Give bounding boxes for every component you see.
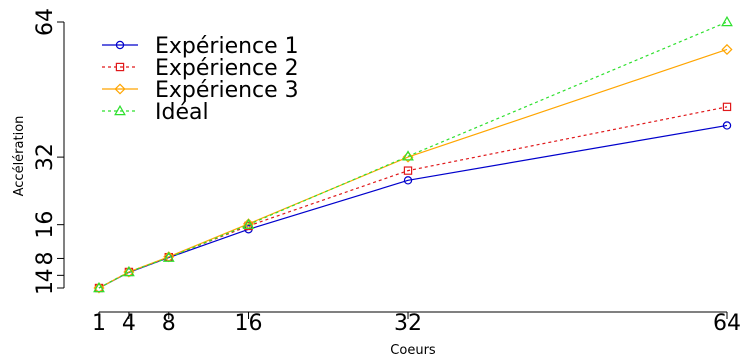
data-point-series-4 [402,150,414,161]
x-axis-ticks: 1 4 8 16 32 64 [92,311,741,336]
x-tick-label: 16 [235,311,263,336]
y-tick-label: 4 [33,268,58,282]
y-tick-label: 1 [33,281,58,295]
x-tick-label: 64 [713,311,741,336]
y-tick-label: 16 [33,211,58,239]
series-line-1 [98,124,728,289]
y-axis-title: Accélération [12,116,27,197]
data-point-series-3 [402,151,414,163]
data-point-series-3 [721,43,733,55]
y-tick-label: 8 [33,251,58,265]
data-point-series-1 [403,176,413,185]
x-tick-label: 4 [122,311,136,336]
data-point-series-2 [722,102,732,112]
data-point-series-2 [403,166,413,175]
axes [63,22,727,313]
legend-label-3: Expérience 3 [155,78,299,103]
x-tick-label: 1 [92,311,106,336]
data-point-series-1 [722,121,732,130]
legend-label-2: Expérience 2 [155,56,299,81]
x-tick-label: 8 [162,311,176,336]
x-axis-title: Coeurs [390,343,436,358]
data-point-series-4 [721,15,733,27]
data-point-series-3 [93,282,105,294]
series-markers [93,15,733,294]
y-tick-label: 32 [33,143,58,171]
y-axis-ticks: 14 8 16 32 64 [33,8,64,295]
legend-marker-2 [115,62,125,72]
data-point-series-3 [123,266,135,278]
legend-marker-3 [114,83,126,95]
x-tick-label: 32 [394,311,422,336]
legend-marker-1 [115,40,125,50]
series-line-2 [98,106,728,289]
legend-label-4: Idéal [155,100,209,125]
data-point-series-4 [162,251,175,262]
legend-label-1: Expérience 1 [155,34,299,59]
data-point-series-4 [123,265,135,277]
y-tick-label: 64 [33,8,58,36]
legend-marker-4 [114,104,126,116]
data-point-series-4 [242,218,255,229]
data-point-series-4 [93,281,105,293]
